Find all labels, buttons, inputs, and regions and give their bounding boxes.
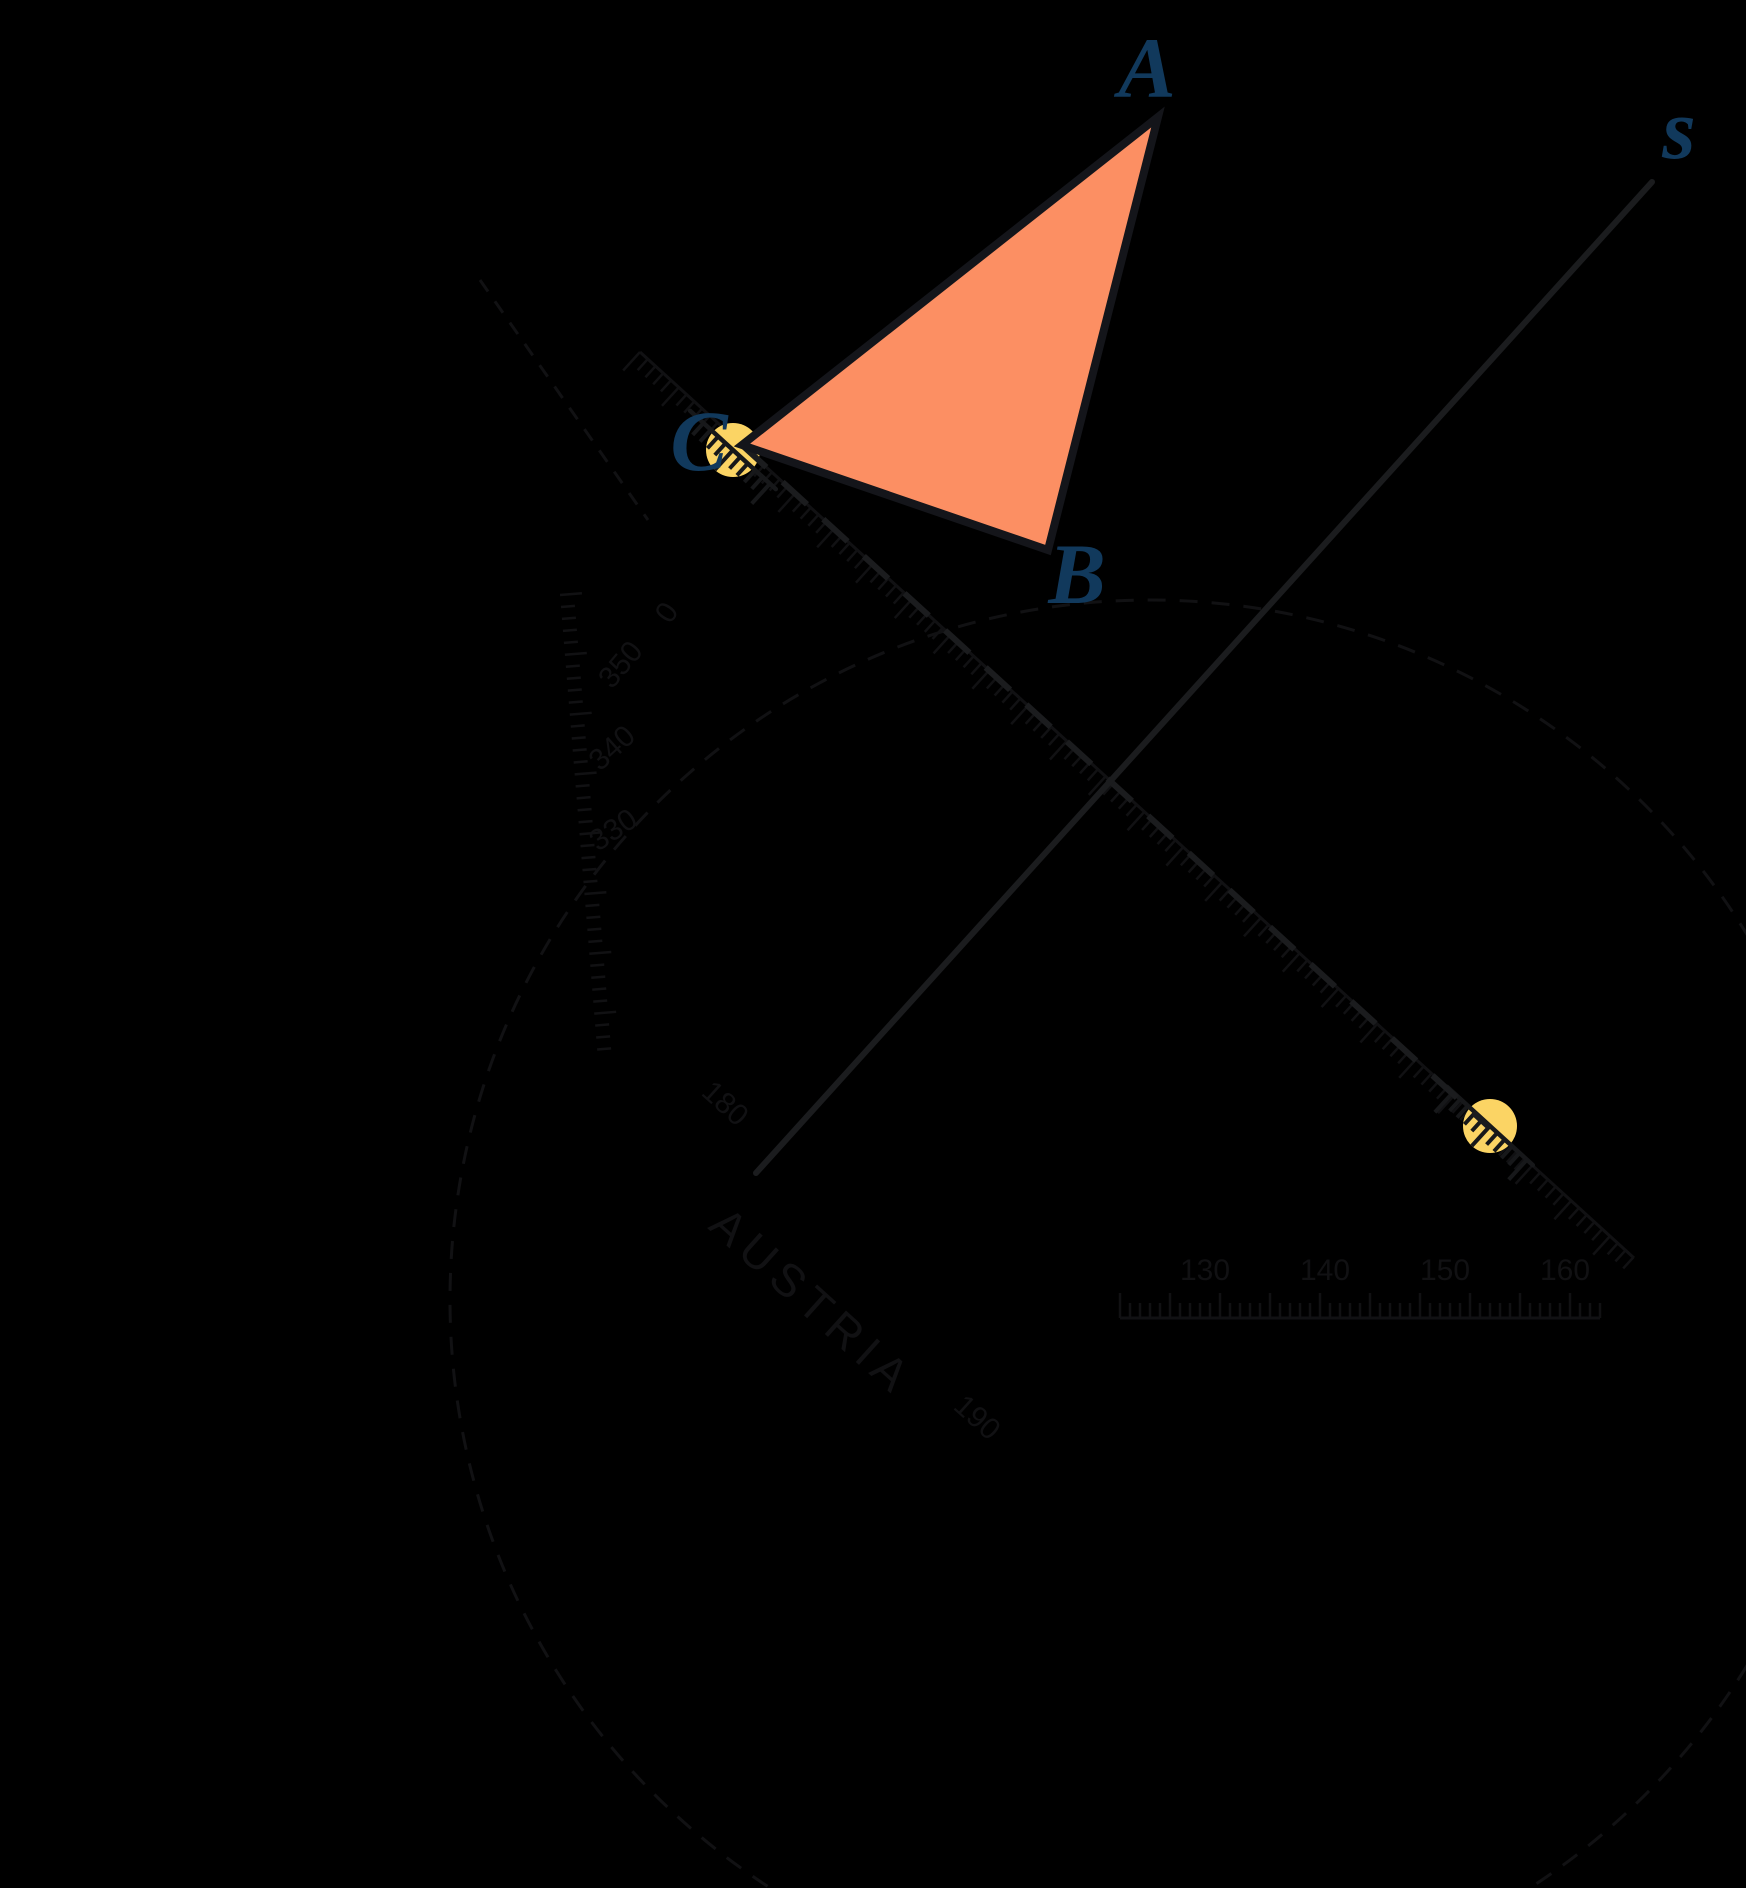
ruler-ticks-over-c — [676, 408, 779, 506]
dashed-segment-c-to-image — [739, 442, 1493, 1131]
ghost-scale-number: 0 — [649, 596, 686, 629]
ghost-scale-number: 190 — [947, 1389, 1006, 1447]
ghost-scale-number: 180 — [695, 1075, 754, 1133]
ghost-ruler-number: 150 — [1420, 1254, 1470, 1287]
ghost-rim-ticks — [559, 591, 617, 1051]
triangle-abc[interactable] — [733, 106, 1165, 556]
ghost-dashes — [478, 279, 650, 521]
ghost-scale-number: 330 — [583, 802, 643, 857]
label-vertex-b: B — [1047, 526, 1105, 622]
ghost-protractor-arc — [448, 598, 1746, 1888]
ghost-scale-number: 350 — [592, 635, 649, 695]
ghost-ruler-brand: AUSTRIA — [700, 1197, 925, 1407]
ghost-ruler-number: 160 — [1540, 1254, 1590, 1287]
ghost-horizontal-ruler: 130 140 150 160 — [1118, 1254, 1602, 1320]
mirror-line-s[interactable] — [753, 179, 1655, 1176]
ghost-scale-number: 340 — [583, 719, 642, 777]
ghost-ruler-number: 140 — [1300, 1254, 1350, 1287]
label-vertex-c: C — [670, 393, 729, 489]
label-mirror-line: s — [1661, 81, 1695, 177]
ghost-ruler-number: 130 — [1180, 1254, 1230, 1287]
label-vertex-a: A — [1113, 20, 1175, 116]
